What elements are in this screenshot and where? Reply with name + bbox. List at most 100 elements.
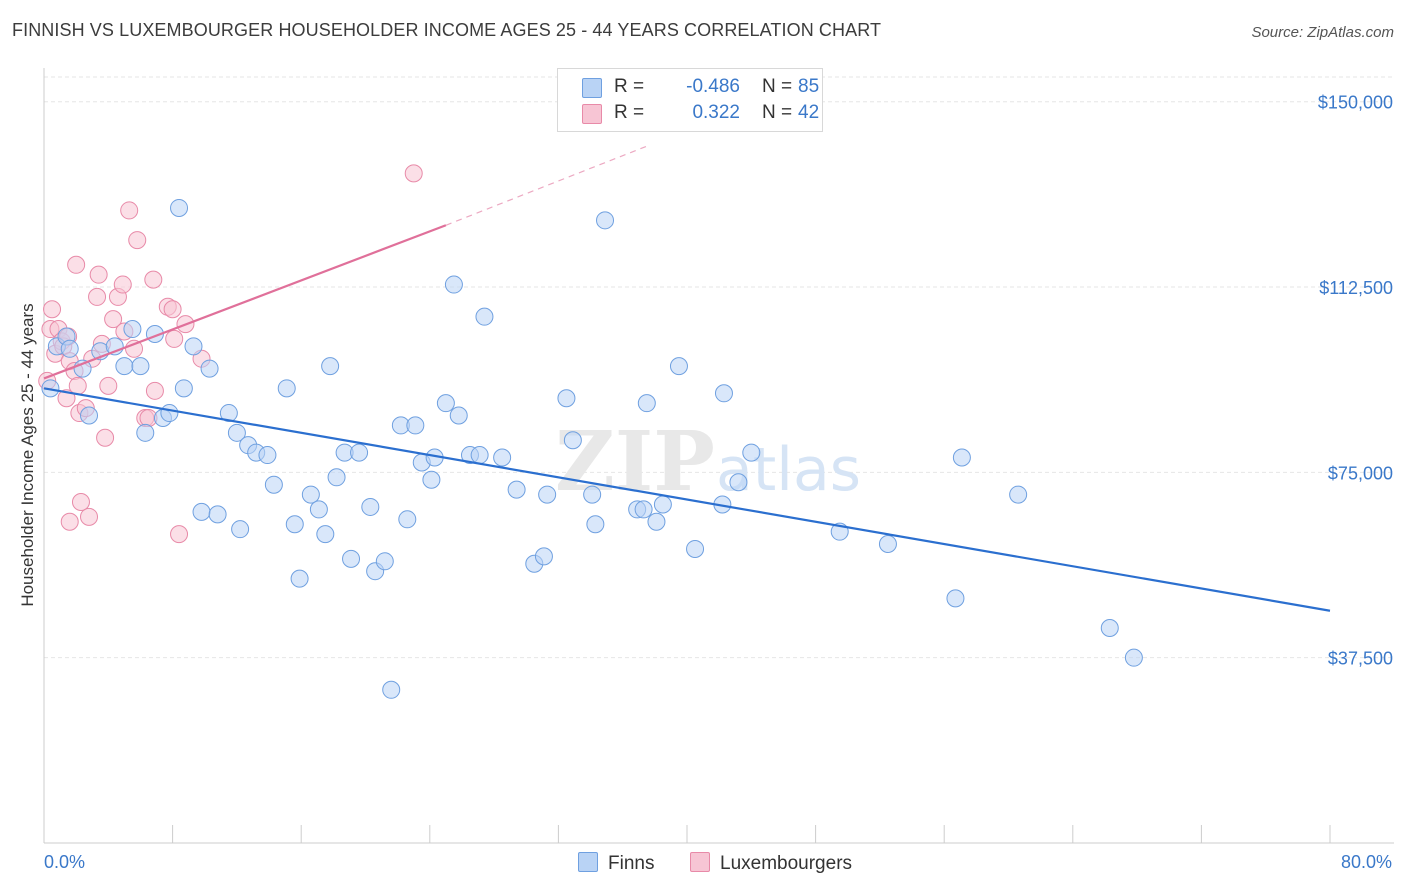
luxembourgers-point — [128, 231, 147, 250]
zipatlas-watermark: ZIP atlas — [555, 414, 861, 510]
finns-point — [449, 406, 468, 425]
finns-point — [586, 515, 605, 534]
luxembourgers-trend-extension — [445, 145, 648, 226]
luxembourgers-point — [43, 300, 62, 319]
finns-point — [470, 446, 489, 465]
finns-point — [375, 552, 394, 571]
finns-point — [436, 394, 455, 413]
finns-point — [1100, 619, 1119, 638]
luxembourgers-point — [120, 201, 139, 220]
finns-point — [878, 535, 897, 554]
finns-point — [350, 443, 369, 462]
legend-r-label: R = — [614, 76, 645, 97]
luxembourgers-point — [67, 255, 86, 274]
finns-point — [123, 320, 142, 339]
finns-points — [41, 198, 1143, 699]
finns-point — [160, 404, 179, 423]
finns-point — [653, 495, 672, 514]
finns-point — [538, 485, 557, 504]
luxembourgers-point — [80, 507, 99, 526]
finns-point — [316, 525, 335, 544]
luxembourgers-point — [145, 381, 164, 400]
luxembourgers-point — [96, 428, 115, 447]
finns-point — [327, 468, 346, 487]
finns-point — [309, 500, 328, 519]
luxembourgers-point — [88, 287, 107, 306]
luxembourgers-point — [144, 270, 163, 289]
gridlines — [44, 76, 1394, 659]
finns-point — [258, 446, 277, 465]
finns-point — [208, 505, 227, 524]
finns-point — [200, 359, 219, 378]
luxembourgers-point — [60, 512, 79, 531]
y-tick-label: $112,500 — [1319, 278, 1393, 298]
finns-point — [342, 549, 361, 568]
finns-point — [398, 510, 417, 529]
finns-point — [406, 416, 425, 435]
luxembourgers-legend-swatch — [690, 852, 710, 872]
legend-n-value: 85 — [798, 76, 820, 97]
x-tick-max: 80.0% — [1340, 852, 1392, 872]
finns-point — [1009, 485, 1028, 504]
luxembourgers-point — [104, 310, 123, 329]
finns-point — [136, 423, 155, 442]
finns-point — [285, 515, 304, 534]
y-tick-label: $37,500 — [1328, 649, 1393, 669]
finns-legend-swatch — [578, 852, 598, 872]
finns-point — [557, 389, 576, 408]
luxembourgers-point — [113, 275, 132, 294]
finns-point — [321, 357, 340, 376]
finns-point — [170, 198, 189, 217]
x-tick-min: 0.0% — [44, 852, 86, 872]
luxembourgers-point — [163, 300, 182, 319]
finns-point — [361, 497, 380, 516]
finns-point — [647, 512, 666, 531]
finns-point — [596, 211, 615, 230]
finns-point — [742, 443, 761, 462]
finns-point — [534, 547, 553, 566]
chart-title: FINNISH VS LUXEMBOURGER HOUSEHOLDER INCO… — [12, 20, 882, 40]
finns-point — [669, 357, 688, 376]
finns-point — [714, 384, 733, 403]
finns-point — [952, 448, 971, 467]
luxembourgers-point — [404, 164, 423, 183]
finns-legend-label: Finns — [608, 853, 655, 874]
finns-point — [382, 680, 401, 699]
finns-point — [60, 339, 79, 358]
finns-point — [219, 404, 238, 423]
finns-point — [301, 485, 320, 504]
finns-point — [174, 379, 193, 398]
svg-text:atlas: atlas — [716, 435, 861, 505]
finns-point — [475, 307, 494, 326]
finns-point — [192, 502, 211, 521]
luxembourgers-point — [125, 339, 144, 358]
legend-n-label: N = — [762, 102, 793, 123]
legend-r-value: 0.322 — [692, 102, 740, 123]
finns-point — [80, 406, 99, 425]
finns-point — [729, 473, 748, 492]
trend-lines — [43, 145, 1331, 612]
axes — [43, 68, 1394, 844]
finns-point — [563, 431, 582, 450]
finns-point — [444, 275, 463, 294]
y-tick-label: $150,000 — [1318, 93, 1393, 113]
finns-point — [264, 475, 283, 494]
finns-point — [946, 589, 965, 608]
legend-n-value: 42 — [798, 102, 820, 123]
finns-point — [290, 569, 309, 588]
series-legend: Finns Luxembourgers — [0, 852, 1406, 878]
luxembourgers-point — [170, 525, 189, 544]
correlation-legend: R = -0.486 N = 85 R = 0.322 N = 42 — [557, 68, 823, 132]
legend-item-finns[interactable]: Finns — [578, 852, 654, 875]
finns-point — [227, 423, 246, 442]
finns-swatch — [582, 78, 602, 98]
finns-point — [637, 394, 656, 413]
legend-item-luxembourgers[interactable]: Luxembourgers — [690, 852, 852, 875]
luxembourgers-point — [89, 265, 108, 284]
finns-point — [583, 485, 602, 504]
finns-point — [277, 379, 296, 398]
finns-point — [1124, 648, 1143, 667]
finns-trend-line — [43, 387, 1331, 612]
y-tick-labels: $37,500 $75,000 $112,500 $150,000 — [1318, 93, 1393, 669]
